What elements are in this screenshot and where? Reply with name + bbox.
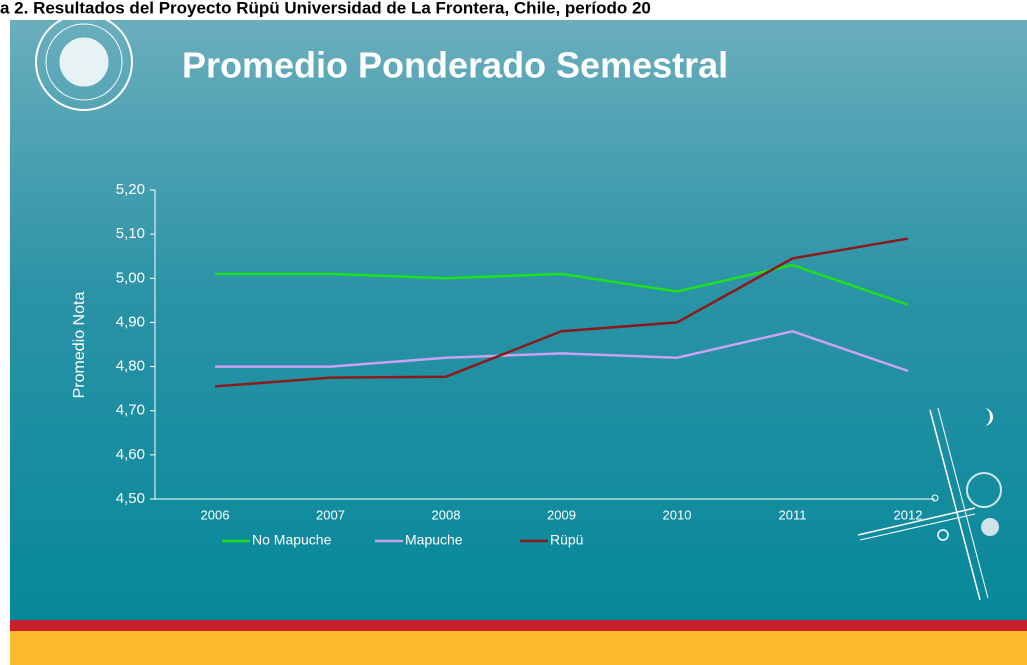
y-tick-label: 5,10 <box>116 225 145 242</box>
x-tick-label: 2009 <box>547 507 576 522</box>
x-tick-label: 2012 <box>894 507 923 522</box>
red-strip <box>10 620 1027 631</box>
legend-label: Mapuche <box>405 532 463 548</box>
page: a 2. Resultados del Proyecto Rüpü Univer… <box>0 0 1027 665</box>
x-tick-label: 2006 <box>201 507 230 522</box>
y-tick-label: 5,00 <box>116 269 145 286</box>
legend-label: Rüpü <box>550 532 583 548</box>
y-tick-label: 5,20 <box>116 181 145 198</box>
y-tick-label: 4,50 <box>116 490 145 507</box>
y-tick-label: 4,90 <box>116 313 145 330</box>
y-tick-label: 4,80 <box>116 358 145 375</box>
slide-background <box>10 20 1027 620</box>
x-tick-label: 2008 <box>432 507 461 522</box>
x-tick-label: 2010 <box>663 507 692 522</box>
y-tick-label: 4,70 <box>116 402 145 419</box>
slide: a 2. Resultados del Proyecto Rüpü Univer… <box>0 0 1027 665</box>
legend-label: No Mapuche <box>252 532 332 548</box>
caption: a 2. Resultados del Proyecto Rüpü Univer… <box>0 0 651 17</box>
y-axis-label: Promedio Nota <box>71 292 88 399</box>
x-tick-label: 2011 <box>779 507 807 522</box>
chart-title: Promedio Ponderado Semestral <box>182 45 728 86</box>
y-tick-label: 4,60 <box>116 446 145 463</box>
x-tick-label: 2007 <box>316 507 345 522</box>
orange-strip <box>10 631 1027 665</box>
